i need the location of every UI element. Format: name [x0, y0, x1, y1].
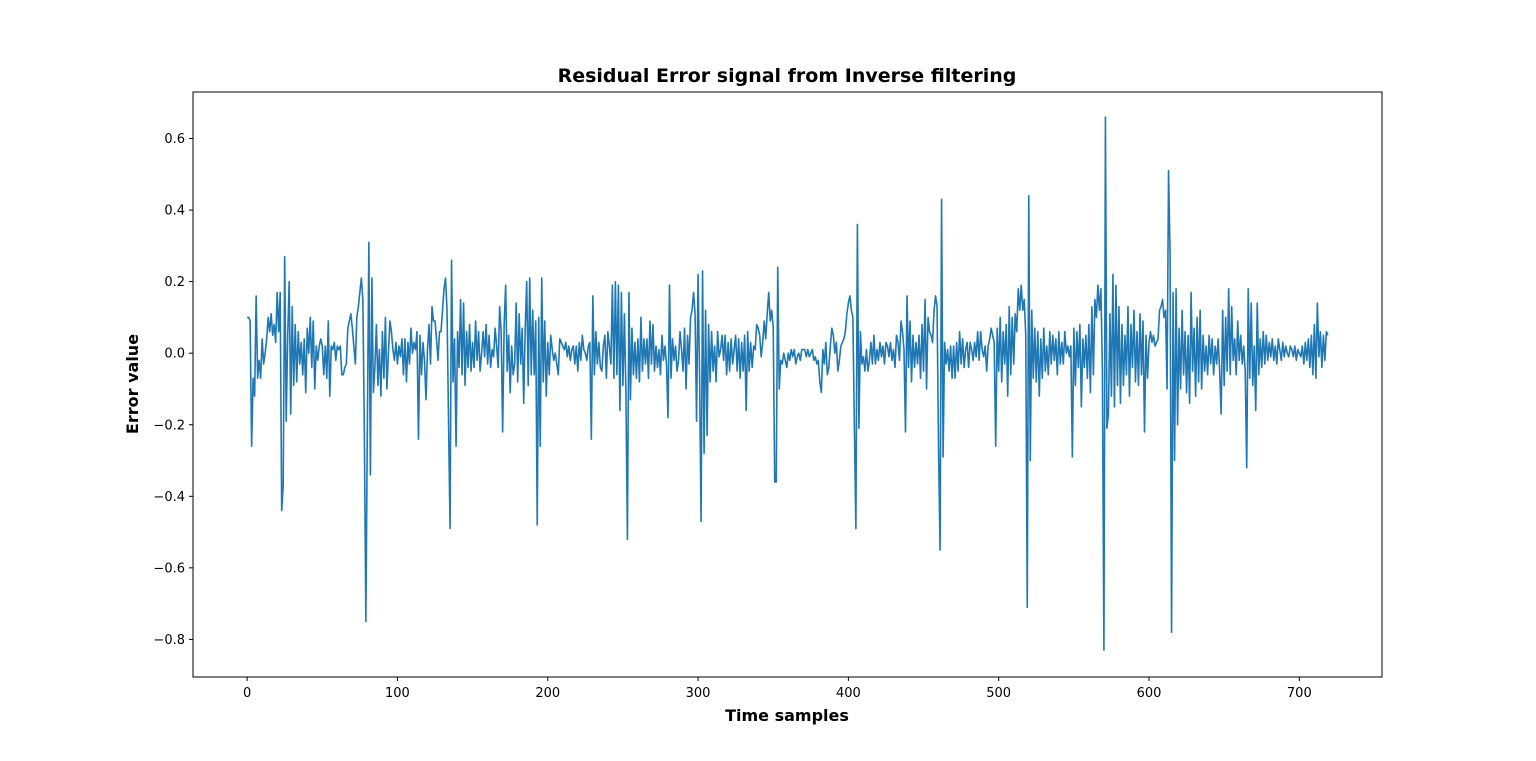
- x-tick-label: 0: [243, 686, 251, 701]
- x-tick-label: 600: [1137, 686, 1162, 701]
- y-tick-label: −0.8: [153, 633, 185, 648]
- y-tick-label: −0.6: [153, 561, 185, 576]
- y-tick-label: 0.2: [164, 275, 185, 290]
- plot-frame: [192, 91, 1383, 678]
- x-tick-label: 500: [986, 686, 1011, 701]
- y-tick-label: 0.4: [164, 204, 185, 219]
- y-tick-label: −0.4: [153, 490, 185, 505]
- plot-area: [192, 91, 1383, 678]
- chart-title: Residual Error signal from Inverse filte…: [558, 65, 1017, 87]
- y-axis-label: Error value: [123, 334, 142, 434]
- x-tick-label: 300: [686, 686, 711, 701]
- y-tick-label: 0.0: [164, 347, 185, 362]
- y-tick-label: 0.6: [164, 132, 185, 147]
- x-tick-label: 200: [535, 686, 560, 701]
- x-tick-label: 400: [836, 686, 861, 701]
- x-tick-label: 100: [385, 686, 410, 701]
- series-line: [247, 116, 1329, 651]
- y-tick-label: −0.2: [153, 418, 185, 433]
- x-tick-label: 700: [1287, 686, 1312, 701]
- x-axis-label: Time samples: [725, 706, 849, 725]
- y-axis: −0.8 −0.6 −0.4 −0.2 0.0 0.2 0.4 0.6: [153, 132, 193, 648]
- x-axis: 0 100 200 300 400 500 600 700: [243, 677, 1312, 701]
